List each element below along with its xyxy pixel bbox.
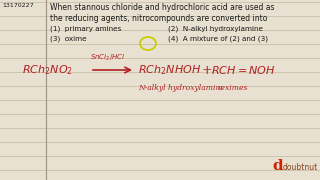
Text: (3)  oxime: (3) oxime	[50, 36, 87, 42]
Text: N-alkyl hydroxylamine: N-alkyl hydroxylamine	[138, 84, 225, 92]
Text: d: d	[272, 159, 283, 173]
Text: $RCH{=}NOH$: $RCH{=}NOH$	[211, 64, 276, 76]
Text: $SnCl_2/HCl$: $SnCl_2/HCl$	[90, 53, 126, 63]
Text: the reducing agents, nitrocompounds are converted into: the reducing agents, nitrocompounds are …	[50, 14, 268, 23]
Text: 13170227: 13170227	[2, 3, 34, 8]
Text: +: +	[202, 64, 212, 76]
Text: o ximes: o ximes	[218, 84, 247, 92]
Text: doubtnut: doubtnut	[283, 163, 318, 172]
Text: When stannous chloride and hydrochloric acid are used as: When stannous chloride and hydrochloric …	[50, 3, 275, 12]
Text: (1)  primary amines: (1) primary amines	[50, 25, 121, 32]
Text: $RCh_2NO_2$: $RCh_2NO_2$	[22, 63, 73, 77]
Text: (4)  A mixture of (2) and (3): (4) A mixture of (2) and (3)	[168, 36, 268, 42]
Text: $RCh_2NHOH$: $RCh_2NHOH$	[138, 63, 201, 77]
Text: (2)  N-alkyl hydroxylamine: (2) N-alkyl hydroxylamine	[168, 25, 263, 32]
